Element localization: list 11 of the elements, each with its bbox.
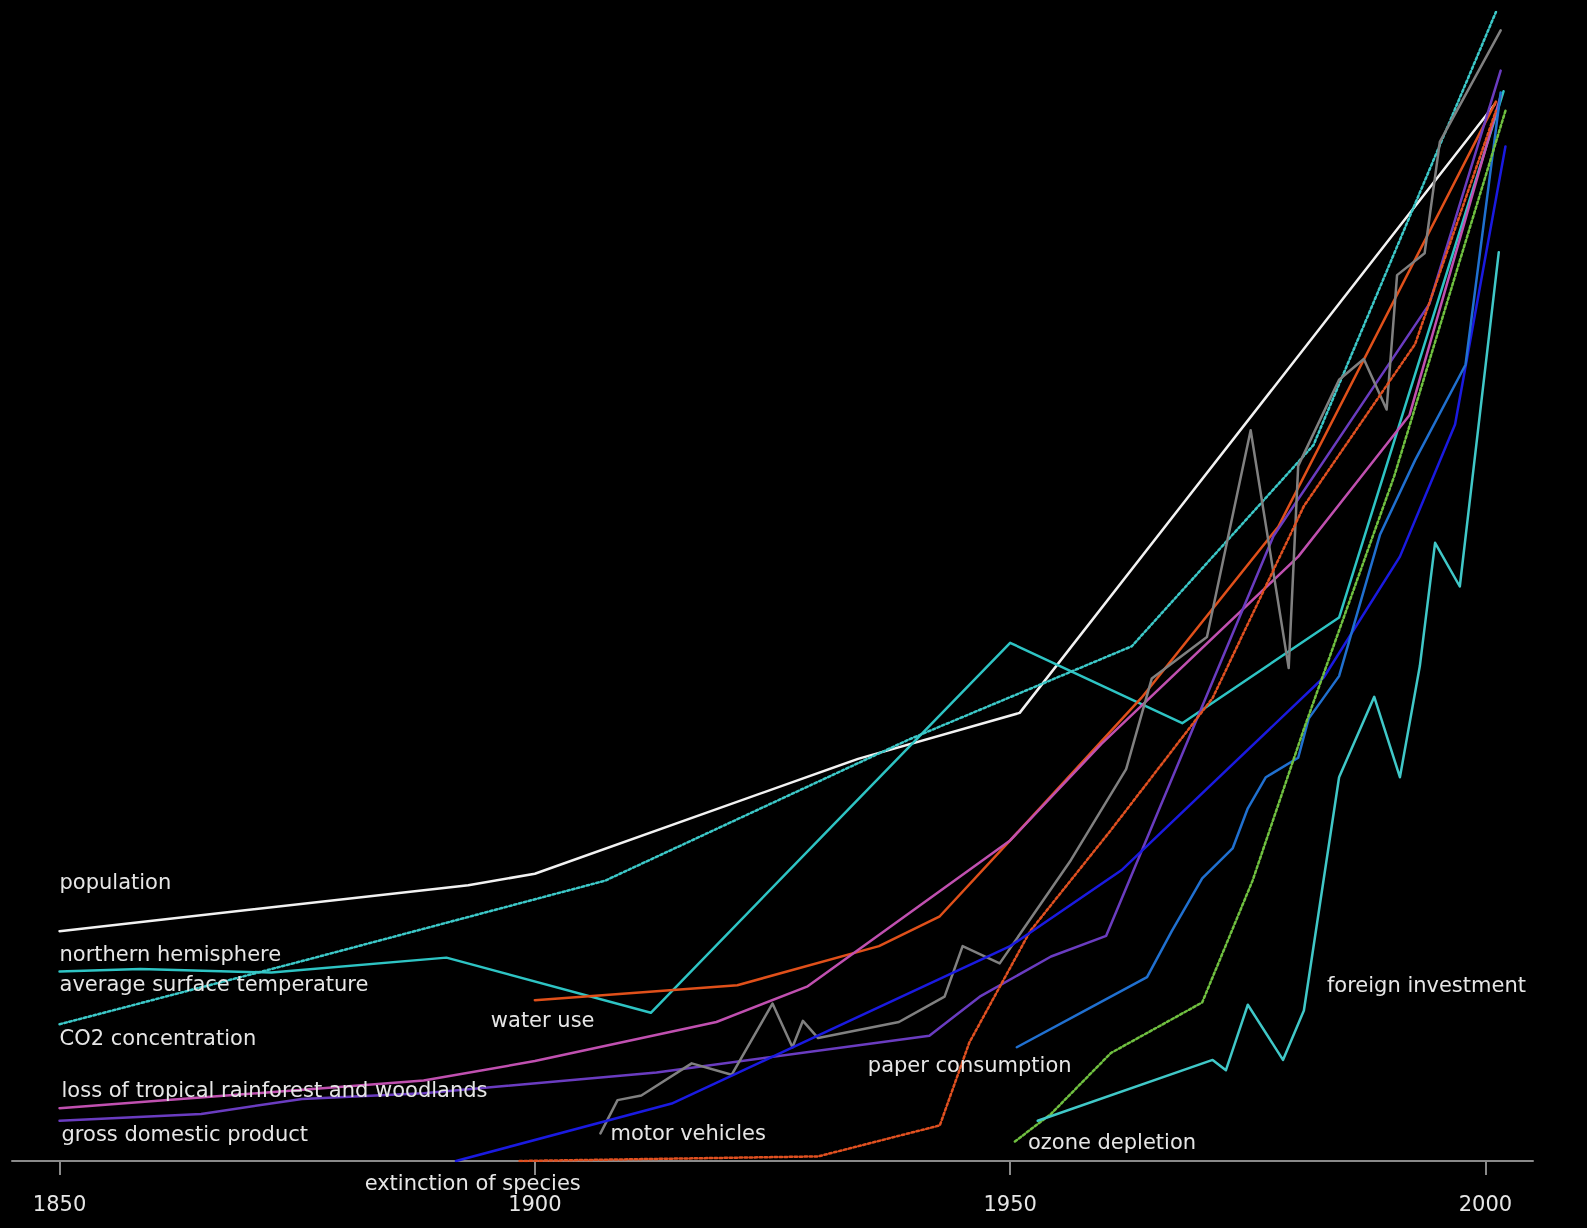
series-label: CO2 concentration xyxy=(59,1026,257,1051)
x-tick-label: 2000 xyxy=(1458,1191,1513,1216)
x-tick-label: 1950 xyxy=(983,1191,1037,1216)
series-label: water use xyxy=(490,1008,595,1033)
series-label: foreign investment xyxy=(1326,973,1526,998)
series-label: gross domestic product xyxy=(61,1121,308,1146)
series-label: extinction of species xyxy=(364,1171,581,1195)
series-label: ozone depletion xyxy=(1027,1130,1197,1155)
series-label: motor vehicles xyxy=(610,1121,766,1146)
x-tick-label: 1850 xyxy=(32,1191,87,1216)
series-label: population xyxy=(59,870,172,895)
